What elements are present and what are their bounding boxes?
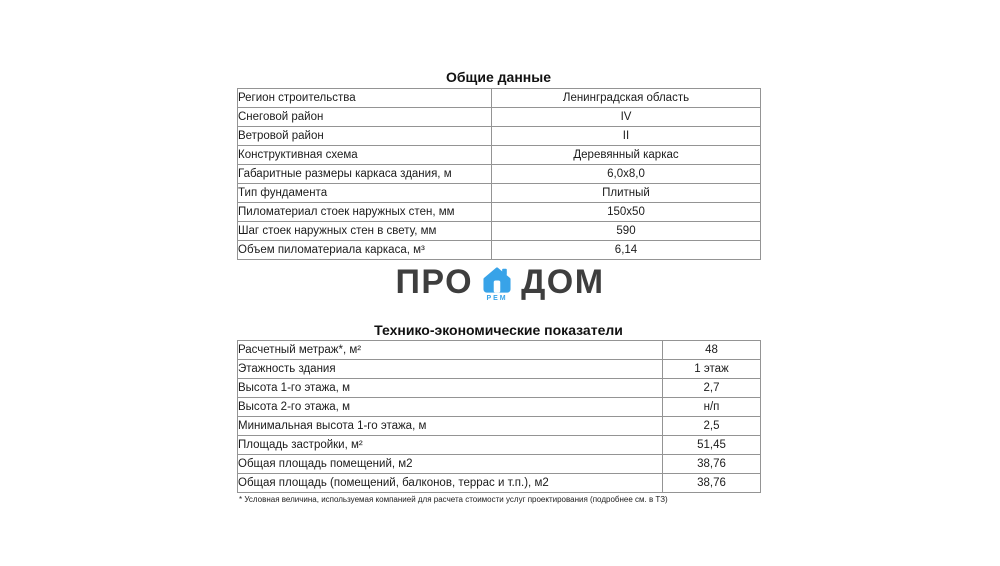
row-value: 150х50 [491,202,761,222]
table-row: Площадь застройки, м² 51,45 [237,435,761,455]
row-value: 1 этаж [662,359,761,379]
row-label: Конструктивная схема [237,145,492,165]
general-data-title: Общие данные [446,69,551,85]
row-value: 6,0х8,0 [491,164,761,184]
row-label: Пиломатериал стоек наружных стен, мм [237,202,492,222]
row-label: Общая площадь помещений, м2 [237,454,663,474]
row-label: Шаг стоек наружных стен в свету, мм [237,221,492,241]
row-value: 38,76 [662,473,761,493]
table-row: Тип фундамента Плитный [237,183,761,203]
table-row: Конструктивная схема Деревянный каркас [237,145,761,165]
row-value: Деревянный каркас [491,145,761,165]
table-row: Минимальная высота 1-го этажа, м 2,5 [237,416,761,436]
table-row: Этажность здания 1 этаж [237,359,761,379]
row-label: Общая площадь (помещений, балконов, терр… [237,473,663,493]
row-label: Регион строительства [237,88,492,108]
row-label: Высота 2-го этажа, м [237,397,663,417]
table-row: Регион строительства Ленинградская облас… [237,88,761,108]
row-label: Минимальная высота 1-го этажа, м [237,416,663,436]
table-row: Объем пиломатериала каркаса, м³ 6,14 [237,240,761,260]
row-label: Объем пиломатериала каркаса, м³ [237,240,492,260]
row-label: Площадь застройки, м² [237,435,663,455]
row-label: Ветровой район [237,126,492,146]
table-row: Ветровой район II [237,126,761,146]
row-label: Снеговой район [237,107,492,127]
logo-sub-label: РЕМ [486,295,508,302]
footnote-text: * Условная величина, используемая компан… [239,495,668,504]
row-value: Ленинградская область [491,88,761,108]
table-row: Высота 1-го этажа, м 2,7 [237,378,761,398]
row-value: 6,14 [491,240,761,260]
row-value: 590 [491,221,761,241]
table-row: Расчетный метраж*, м² 48 [237,340,761,360]
row-value: н/п [662,397,761,417]
prodom-logo: ПРО РЕМ ДОМ [0,256,1000,308]
row-value: 2,7 [662,378,761,398]
tech-indicators-title: Технико-экономические показатели [374,322,623,338]
table-row: Общая площадь (помещений, балконов, терр… [237,473,761,493]
table-row: Габаритные размеры каркаса здания, м 6,0… [237,164,761,184]
table-row: Снеговой район IV [237,107,761,127]
row-value: 51,45 [662,435,761,455]
table-row: Общая площадь помещений, м2 38,76 [237,454,761,474]
tech-indicators-table: Расчетный метраж*, м² 48 Этажность здани… [237,340,761,493]
row-label: Этажность здания [237,359,663,379]
table-row: Пиломатериал стоек наружных стен, мм 150… [237,202,761,222]
row-value: 2,5 [662,416,761,436]
row-label: Тип фундамента [237,183,492,203]
row-value: 38,76 [662,454,761,474]
row-value: Плитный [491,183,761,203]
row-label: Высота 1-го этажа, м [237,378,663,398]
house-icon: РЕМ [482,266,512,302]
logo-text-pro: ПРО [395,263,474,301]
row-value: II [491,126,761,146]
row-value: 48 [662,340,761,360]
row-value: IV [491,107,761,127]
logo-text-dom: ДОМ [521,263,605,301]
row-label: Габаритные размеры каркаса здания, м [237,164,492,184]
row-label: Расчетный метраж*, м² [237,340,663,360]
table-row: Высота 2-го этажа, м н/п [237,397,761,417]
table-row: Шаг стоек наружных стен в свету, мм 590 [237,221,761,241]
general-data-table: Регион строительства Ленинградская облас… [237,88,761,260]
